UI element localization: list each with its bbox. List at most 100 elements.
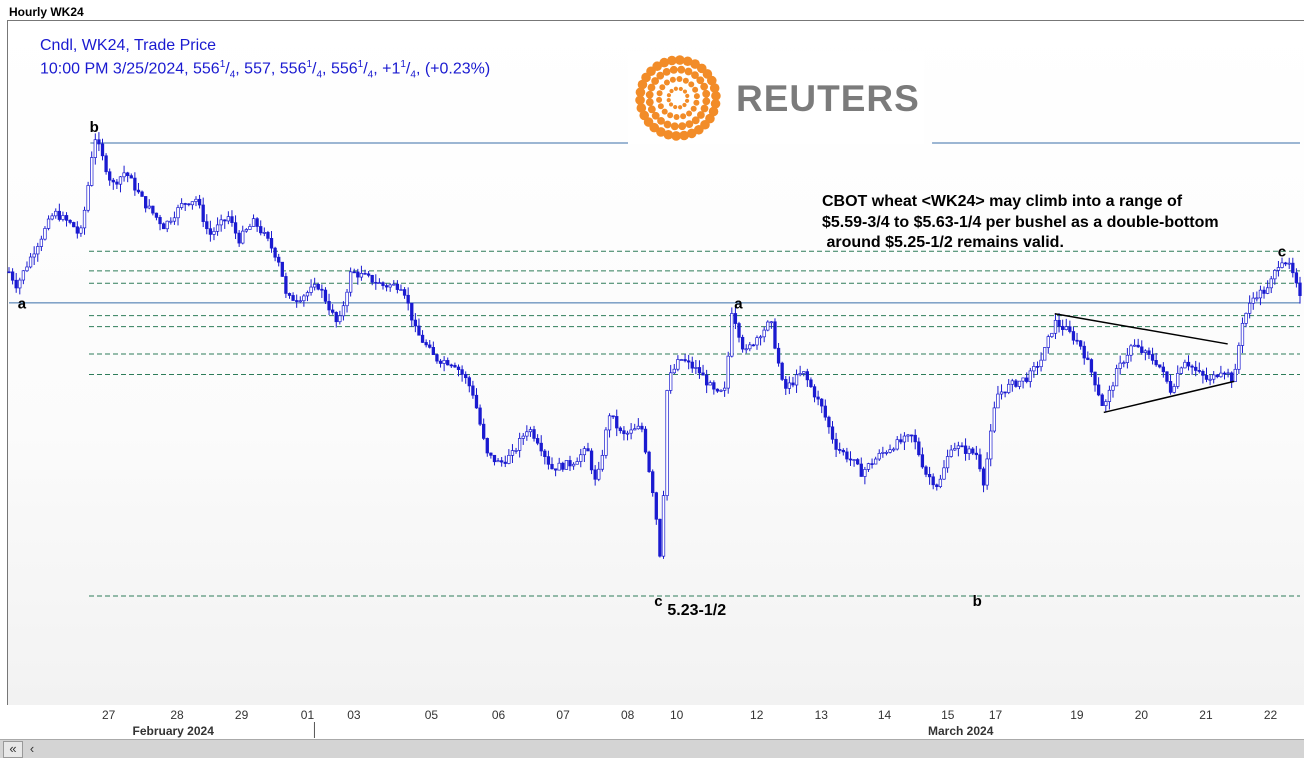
candle-body <box>348 271 353 293</box>
candle-body <box>57 210 61 220</box>
candle-body <box>32 253 36 258</box>
candle-body <box>1093 371 1097 386</box>
logo-dot <box>675 55 685 65</box>
logo-dot <box>682 56 693 67</box>
plot-area[interactable] <box>7 20 1304 706</box>
window-title: Hourly WK24 <box>9 5 84 19</box>
candle-body <box>338 315 342 323</box>
logo-dot <box>702 97 711 106</box>
candle-body <box>212 230 216 235</box>
candle-body <box>722 387 727 391</box>
candle-body <box>1255 297 1259 300</box>
candle-body <box>298 300 302 303</box>
logo-dot <box>662 67 671 76</box>
candle-body <box>679 359 684 361</box>
double-chevron-left-icon[interactable]: « <box>3 741 23 758</box>
candle-body <box>1237 345 1241 370</box>
candle-body <box>158 217 162 225</box>
month-label: March 2024 <box>928 724 994 738</box>
candle-body <box>93 139 97 158</box>
candle-body <box>1057 319 1061 327</box>
logo-dot <box>669 76 676 83</box>
candle-body <box>467 377 471 387</box>
candle-body <box>1122 362 1126 364</box>
candle-body <box>316 284 320 290</box>
candle-body <box>794 374 799 386</box>
logo-dot <box>690 105 697 112</box>
candle-body <box>1233 368 1237 382</box>
candle-body <box>838 449 842 451</box>
candle-body <box>927 474 932 478</box>
candle-body <box>1107 389 1112 402</box>
candle-body <box>1028 370 1032 382</box>
candle-body <box>687 360 691 363</box>
candle-body <box>72 222 76 228</box>
candle-body <box>1280 262 1284 268</box>
candle-body <box>676 359 680 370</box>
wave-label: c <box>654 593 662 610</box>
x-tick-label: 15 <box>941 708 955 722</box>
logo-dot <box>693 99 700 106</box>
candle-body <box>280 261 284 277</box>
logo-dot <box>657 103 664 110</box>
candle-body <box>633 428 637 431</box>
candle-body <box>424 342 428 346</box>
candle-body <box>413 319 418 327</box>
chevron-left-icon[interactable]: ‹ <box>29 741 35 756</box>
candle-body <box>913 434 917 443</box>
candle-body <box>165 220 169 230</box>
logo-dot <box>663 120 672 129</box>
quote-line: 10:00 PM 3/25/2024, 5561/4, 557, 5561/4,… <box>40 59 491 81</box>
candle-body <box>658 518 662 557</box>
candle-body <box>370 274 374 283</box>
x-axis: 2728290103050607081012131415171920212224… <box>0 705 1304 739</box>
candle-body <box>1007 383 1011 393</box>
candle-body <box>489 452 493 456</box>
candle-body <box>751 344 756 347</box>
logo-dot <box>682 89 688 94</box>
candle-body <box>561 462 565 470</box>
candle-body <box>1111 385 1115 391</box>
candle-body <box>661 495 666 557</box>
quote-change: 1 <box>391 60 401 78</box>
candle-body <box>453 364 457 368</box>
candle-body <box>190 201 195 206</box>
candle-body <box>251 218 256 227</box>
candle-body <box>1226 372 1230 375</box>
candle-body <box>694 367 698 369</box>
candle-body <box>909 434 914 437</box>
candle-body <box>133 177 137 191</box>
candle-body <box>546 456 551 465</box>
candle-body <box>1201 371 1205 376</box>
candle-body <box>1125 354 1130 363</box>
candle-body <box>550 463 554 470</box>
logo-dot <box>685 120 694 129</box>
candle-body <box>812 386 817 398</box>
logo-dot <box>666 98 671 103</box>
candle-body <box>1294 272 1299 284</box>
candle-body <box>377 282 382 285</box>
candle-body <box>884 452 889 454</box>
analysis-annotation: CBOT wheat <WK24> may climb into a range… <box>822 192 1219 254</box>
candle-body <box>1269 278 1273 289</box>
candle-body <box>309 286 313 293</box>
logo-dot <box>694 124 704 135</box>
candle-body <box>223 219 227 222</box>
candle-body <box>25 266 29 272</box>
candle-body <box>672 368 676 374</box>
candle-body <box>305 292 310 297</box>
candle-body <box>233 222 238 234</box>
candle-body <box>697 367 702 374</box>
candle-body <box>302 295 306 302</box>
quote-time: 10:00 PM 3/25/2024, <box>40 60 193 78</box>
candle-body <box>46 218 51 229</box>
scroll-bar[interactable]: « ‹ <box>0 739 1304 758</box>
candle-body <box>611 415 615 418</box>
candle-body <box>43 228 47 240</box>
candle-body <box>917 441 921 456</box>
logo-dot <box>639 110 650 121</box>
candle-body <box>899 439 903 443</box>
quote-change-frac-num: 1 <box>400 59 406 70</box>
candle-body <box>266 232 270 239</box>
